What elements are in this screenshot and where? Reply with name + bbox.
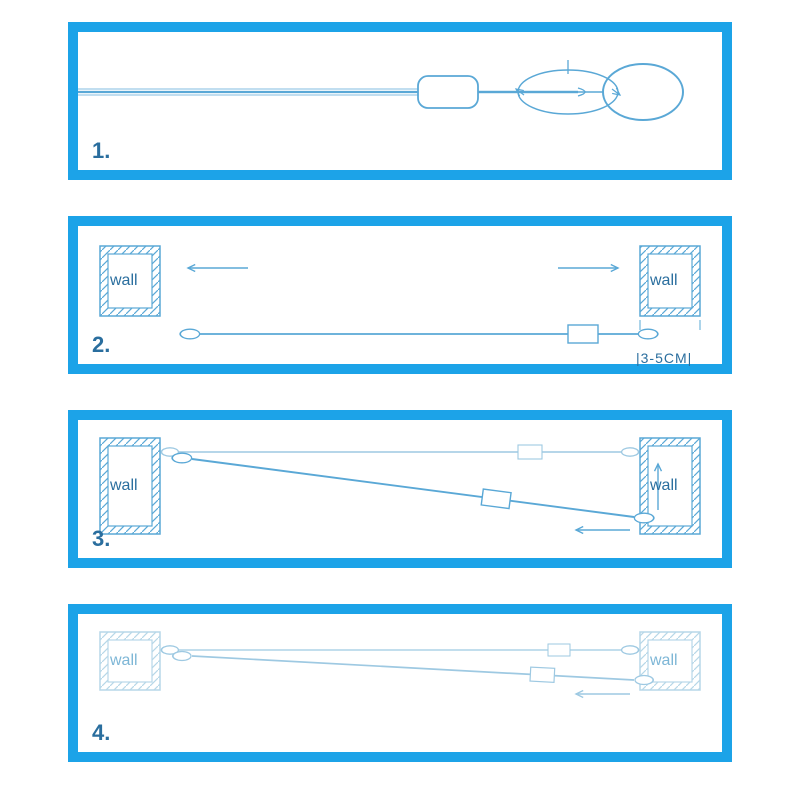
panel-4: 4. wall wall bbox=[68, 604, 732, 762]
wall-label-left: wall bbox=[110, 652, 138, 670]
step-label-2: 2. bbox=[92, 332, 110, 358]
wall-label-right: wall bbox=[650, 477, 678, 495]
panel-3: 3. wall wall bbox=[68, 410, 732, 568]
measurement-label: |3-5CM| bbox=[636, 350, 692, 366]
step-label-3: 3. bbox=[92, 526, 110, 552]
wall-label-left: wall bbox=[110, 477, 138, 495]
wall-label-right: wall bbox=[650, 652, 678, 670]
panel-2: 2. wall wall |3-5CM| bbox=[68, 216, 732, 374]
step-label-1: 1. bbox=[92, 138, 110, 164]
step-label-4: 4. bbox=[92, 720, 110, 746]
wall-label-left: wall bbox=[110, 272, 138, 290]
wall-label-right: wall bbox=[650, 272, 678, 290]
panel-1: 1. bbox=[68, 22, 732, 180]
